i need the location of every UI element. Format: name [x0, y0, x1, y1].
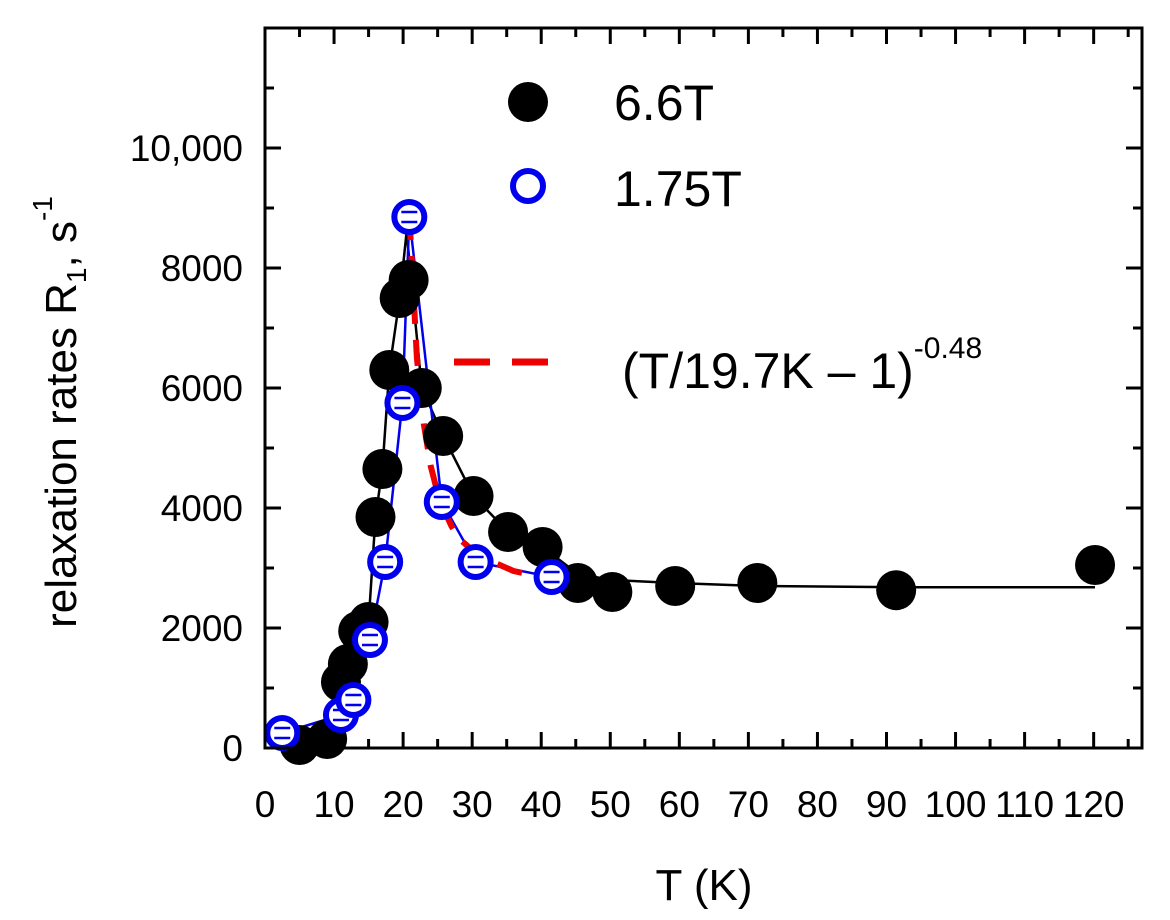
- y-axis-title-subscript: 1: [61, 267, 92, 283]
- point-6-6T: [388, 260, 429, 300]
- y-axis-title-superscript: -1: [27, 196, 58, 221]
- fit-formula-exponent: -0.48: [914, 332, 982, 365]
- legend: 6.6T 1.75T: [508, 75, 742, 217]
- point-1-75T: [367, 544, 404, 580]
- point-6-6T: [488, 512, 529, 552]
- x-tick-label: 70: [728, 784, 769, 825]
- x-tick-label: 20: [383, 784, 424, 825]
- y-tick-label: 2000: [161, 608, 243, 649]
- y-axis-title-unit: , s: [37, 221, 86, 267]
- legend-marker-1-75T: [510, 168, 546, 204]
- point-6-6T: [876, 570, 917, 611]
- point-1-75T: [384, 385, 421, 421]
- y-axis-title-main: relaxation rates R: [37, 283, 86, 628]
- x-tick-label: 10: [313, 784, 354, 825]
- legend-label-6-6T: 6.6T: [614, 75, 714, 131]
- point-1-75T: [264, 715, 301, 751]
- x-tick-label: 50: [590, 784, 631, 825]
- legend-label-1-75T: 1.75T: [614, 161, 742, 217]
- y-tick-label: 10,000: [130, 128, 243, 169]
- point-1-75T: [351, 622, 388, 658]
- y-tick-label: 4000: [161, 488, 243, 529]
- x-tick-label: 60: [659, 784, 700, 825]
- x-tick-label: 110: [995, 784, 1054, 825]
- point-6-6T: [423, 416, 464, 456]
- fit-curve: [406, 213, 553, 583]
- y-tick-label: 0: [222, 728, 243, 769]
- point-6-6T: [362, 449, 403, 489]
- x-tick-label: 80: [797, 784, 838, 825]
- x-tick-label: 0: [255, 784, 276, 825]
- legend-marker-6-6T: [508, 82, 548, 122]
- y-tick-label: 8000: [161, 248, 243, 289]
- point-1-75T: [457, 544, 494, 580]
- point-6-6T: [327, 644, 368, 684]
- x-tick-label: 120: [1063, 784, 1125, 825]
- point-1-75T: [533, 559, 570, 595]
- point-1-75T: [423, 484, 460, 520]
- x-tick-label: 30: [452, 784, 493, 825]
- x-axis-title: T (K): [656, 861, 753, 910]
- marker-layer: [264, 199, 1116, 765]
- point-6-6T: [592, 572, 633, 612]
- point-6-6T: [369, 350, 410, 390]
- point-6-6T: [737, 563, 778, 603]
- point-6-6T: [453, 476, 494, 516]
- x-tick-label: 90: [866, 784, 907, 825]
- point-6-6T: [355, 497, 396, 537]
- point-1-75T: [391, 199, 428, 235]
- y-axis-title: relaxation rates R1, s-1: [27, 196, 92, 628]
- point-6-6T: [522, 527, 563, 567]
- fit-formula-base: (T/19.7K – 1): [622, 343, 914, 399]
- point-1-75T: [335, 682, 372, 718]
- fit-annotation: (T/19.7K – 1)-0.48: [454, 332, 982, 399]
- y-tick-label: 6000: [161, 368, 243, 409]
- point-6-6T: [655, 566, 696, 606]
- tick-labels: 0 10 20 30 40 50 60 70 80 90 100 110 120 0 2000 4000 600…: [130, 128, 1125, 825]
- point-6-6T: [1075, 545, 1116, 585]
- plot-frame: [263, 26, 1144, 750]
- fit-formula: (T/19.7K – 1)-0.48: [622, 332, 982, 399]
- x-tick-label: 40: [521, 784, 562, 825]
- x-tick-label: 100: [925, 784, 987, 825]
